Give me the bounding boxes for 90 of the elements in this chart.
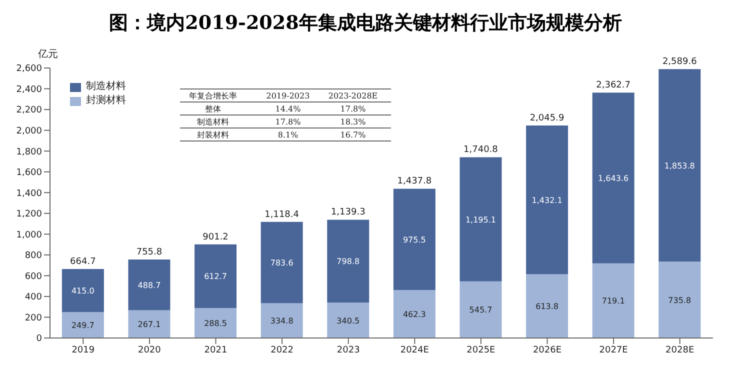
data-label: 1,853.8 <box>664 161 695 170</box>
x-tick-label: 2022 <box>270 345 294 356</box>
x-tick-label: 2028E <box>666 345 694 356</box>
bar <box>526 126 568 274</box>
annotation: 16.7% <box>340 130 366 140</box>
bar <box>62 268 104 312</box>
data-label: 249.7 <box>71 321 94 330</box>
bar <box>194 308 237 338</box>
total-label: 2,362.7 <box>596 80 631 91</box>
total-label: 755.8 <box>136 248 162 258</box>
x-tick-label: 2025E <box>466 345 496 356</box>
total-label: 901.2 <box>202 232 228 242</box>
y-axis-title: 亿元 <box>37 49 58 60</box>
annotation: 8.1% <box>278 130 299 140</box>
data-label: 613.8 <box>536 302 558 312</box>
bar <box>260 303 303 338</box>
bar <box>128 260 170 310</box>
annotation: 14.4% <box>275 104 302 114</box>
data-label: 1,195.1 <box>465 215 496 224</box>
y-tick-label: 1,800 <box>16 147 42 158</box>
bar <box>327 220 370 303</box>
bar <box>592 263 634 338</box>
y-tick-label: 400 <box>24 292 42 303</box>
annotation: 整体 <box>205 104 221 114</box>
total-label: 2,589.6 <box>662 57 698 68</box>
y-tick-label: 2,600 <box>16 64 42 74</box>
data-label: 288.5 <box>204 319 227 328</box>
bar <box>128 310 170 338</box>
annotation: 2019-2023 <box>266 92 310 100</box>
data-label: 462.3 <box>402 310 426 319</box>
bar <box>592 92 634 264</box>
bar <box>526 274 568 338</box>
bar <box>393 188 436 290</box>
y-tick-label: 1,200 <box>16 210 42 220</box>
data-label: 267.1 <box>138 320 161 330</box>
y-tick-label: 200 <box>24 313 42 324</box>
data-label: 545.7 <box>469 306 492 315</box>
total-label: 1,118.4 <box>264 210 300 220</box>
chart-title: 图：境内2019-2028年集成电路关键材料行业市场规模分析 <box>108 11 623 36</box>
annotation: 年复合增长率 <box>189 92 237 100</box>
bar <box>260 222 303 304</box>
bar <box>658 69 701 262</box>
data-label: 415.0 <box>71 286 94 296</box>
bar <box>194 244 237 308</box>
data-label: 334.8 <box>270 316 294 326</box>
y-tick-label: 800 <box>24 251 42 262</box>
y-tick-label: 2,400 <box>16 84 42 95</box>
bar <box>393 290 436 338</box>
x-tick-label: 2023 <box>336 345 360 356</box>
bar <box>327 302 370 338</box>
legend-label: 制造材料 <box>86 80 126 94</box>
legend-label: 封测材料 <box>86 94 126 108</box>
y-tick-label: 600 <box>24 272 42 282</box>
x-tick-label: 2021 <box>204 345 228 356</box>
total-label: 2,045.9 <box>530 114 564 124</box>
y-tick-label: 2,200 <box>16 106 42 116</box>
annotation: 18.3% <box>340 118 366 126</box>
annotation: 制造材料 <box>197 118 229 126</box>
bar <box>460 157 502 282</box>
annotation: 17.8% <box>340 104 366 114</box>
bar <box>658 262 701 338</box>
total-label: 1,740.8 <box>464 145 498 156</box>
annotation: 封装材料 <box>197 130 229 140</box>
bar <box>460 281 502 338</box>
data-label: 975.5 <box>402 235 426 244</box>
annotation: 17.8% <box>275 118 302 126</box>
x-tick-label: 2024E <box>400 345 430 356</box>
x-tick-label: 2020 <box>138 345 162 356</box>
data-label: 612.7 <box>204 272 227 282</box>
data-label: 798.8 <box>336 257 360 266</box>
x-tick-label: 2019 <box>72 345 95 356</box>
y-tick-label: 1,600 <box>16 168 42 178</box>
x-tick-label: 2026E <box>532 345 562 356</box>
data-label: 783.6 <box>270 258 294 268</box>
data-label: 1,643.6 <box>598 174 629 183</box>
total-label: 664.7 <box>70 256 96 267</box>
y-tick-label: 1,000 <box>16 230 42 240</box>
total-label: 1,437.8 <box>397 176 432 187</box>
y-tick-label: 1,400 <box>16 188 42 199</box>
y-tick-label: 2,000 <box>16 126 42 137</box>
data-label: 1,432.1 <box>532 196 562 205</box>
data-label: 735.8 <box>668 296 692 305</box>
bar <box>62 312 104 338</box>
y-tick-label: 0 <box>36 334 42 344</box>
x-tick-label: 2027E <box>599 345 628 356</box>
data-label: 488.7 <box>138 280 161 290</box>
annotation: 2023-2028E <box>328 92 378 100</box>
total-label: 1,139.3 <box>330 208 366 218</box>
data-label: 340.5 <box>336 316 360 326</box>
data-label: 719.1 <box>602 296 625 306</box>
